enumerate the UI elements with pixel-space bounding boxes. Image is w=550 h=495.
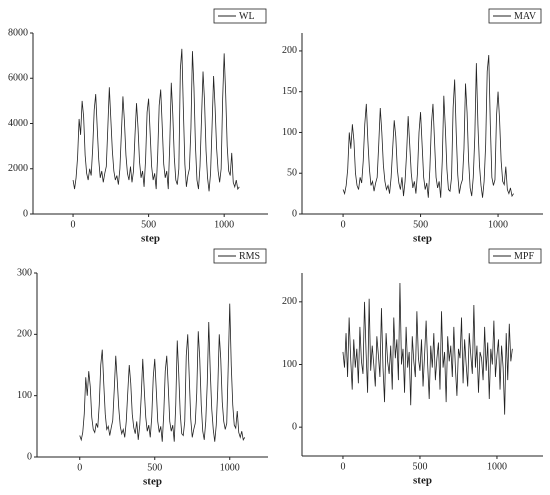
x-tick-label: 1000 [488, 219, 508, 230]
legend-label: WL [239, 11, 255, 22]
y-tick-label: 0 [23, 208, 28, 219]
legend-box [213, 248, 267, 264]
y-tick-label: 0 [27, 451, 32, 462]
data-line [79, 303, 246, 442]
y-tick-label: 200 [17, 329, 32, 340]
legend-box [488, 8, 542, 24]
data-line [72, 48, 240, 192]
x-axis-title: step [141, 233, 160, 245]
x-tick-label: 500 [147, 462, 162, 473]
x-tick-label: 500 [412, 461, 427, 472]
subplot: 0 50 100 150 200 0 500 1000 step MAV [282, 8, 543, 245]
x-axis-title: step [413, 475, 432, 487]
x-tick-label: 0 [341, 219, 346, 230]
x-tick-label: 500 [413, 219, 428, 230]
x-axis-title: step [413, 233, 432, 245]
y-tick-label: 100 [282, 127, 297, 138]
x-tick-label: 0 [71, 219, 76, 230]
x-tick-label: 1000 [487, 461, 507, 472]
legend-box [213, 8, 267, 24]
y-tick-label: 0 [292, 208, 297, 219]
y-tick-label: 150 [282, 86, 297, 97]
y-tick-label: 100 [282, 359, 297, 370]
y-tick-label: 300 [17, 267, 32, 278]
subplot: 0 100 200 300 0 500 1000 step RMS [17, 248, 268, 488]
y-tick-label: 50 [287, 168, 297, 179]
legend-label: RMS [239, 251, 260, 262]
y-tick-label: 6000 [8, 73, 28, 84]
y-tick-label: 100 [17, 390, 32, 401]
data-line [342, 54, 514, 198]
legend-label: MPF [514, 251, 534, 262]
legend-box [488, 248, 542, 264]
subplot: 0 100 200 0 500 1000 step MPF [282, 248, 543, 487]
y-tick-label: 200 [282, 296, 297, 307]
y-tick-label: 0 [292, 421, 297, 432]
y-tick-label: 4000 [8, 118, 28, 129]
legend-label: MAV [514, 11, 537, 22]
x-tick-label: 1000 [220, 462, 240, 473]
x-axis-title: step [143, 476, 162, 488]
x-tick-label: 500 [141, 219, 156, 230]
y-tick-label: 2000 [8, 163, 28, 174]
data-line [342, 283, 513, 415]
x-tick-label: 0 [77, 462, 82, 473]
x-tick-label: 0 [340, 461, 345, 472]
y-tick-label: 8000 [8, 27, 28, 38]
subplot: 0 2000 4000 6000 8000 0 500 1000 step WL [8, 8, 268, 245]
y-tick-label: 200 [282, 45, 297, 56]
x-tick-label: 1000 [214, 219, 234, 230]
